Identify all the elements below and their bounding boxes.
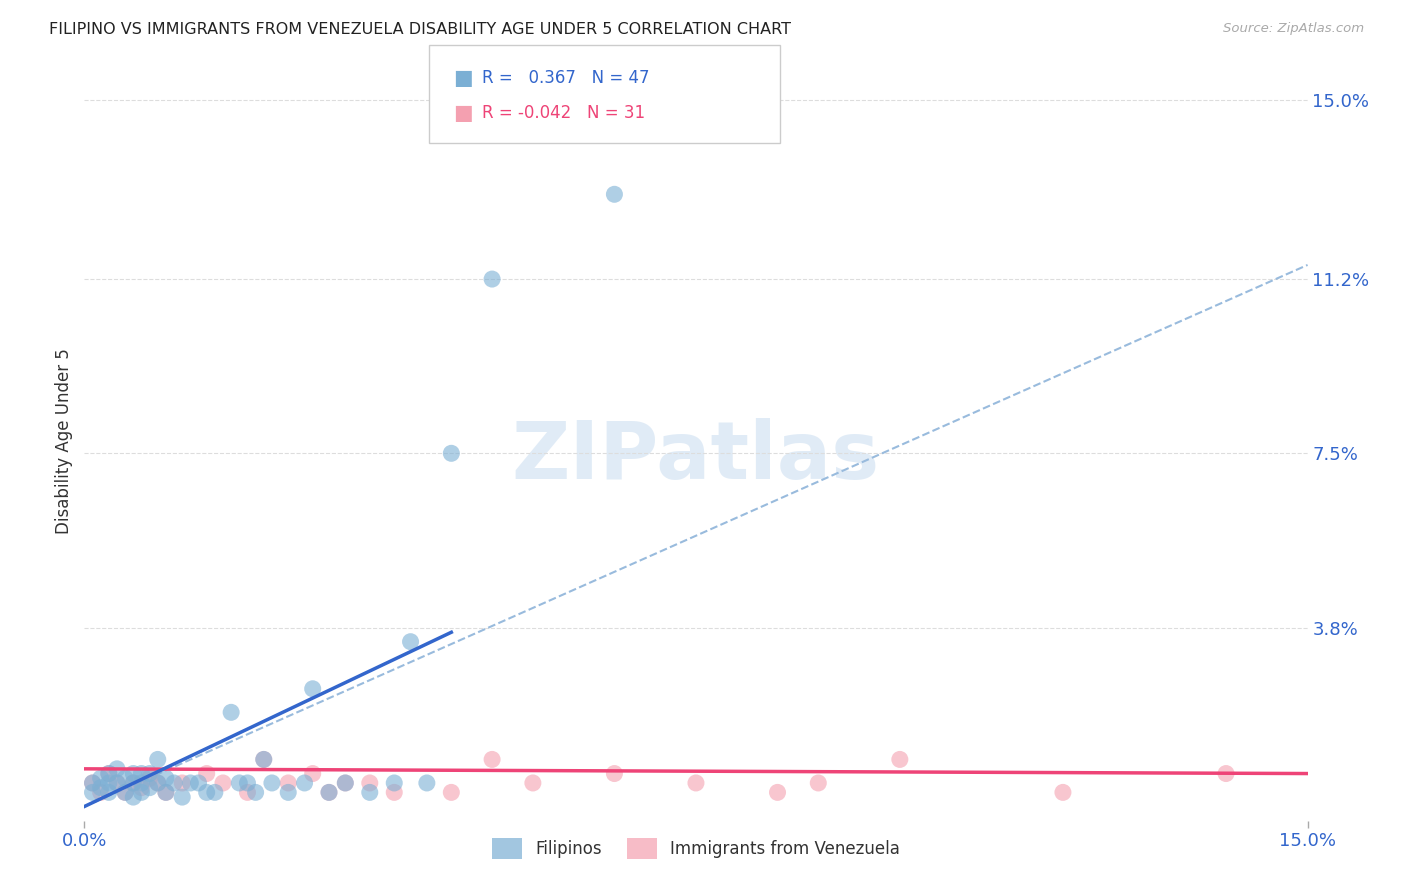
Point [195, 766, 218, 780]
Point [172, 776, 194, 790]
Point [122, 776, 145, 790]
Point [138, 780, 160, 795]
Point [82, 776, 104, 790]
Point [114, 785, 136, 799]
Point [219, 706, 242, 720]
Point [146, 776, 169, 790]
Point [138, 771, 160, 785]
Point [90, 780, 112, 795]
Text: R = -0.042   N = 31: R = -0.042 N = 31 [482, 104, 645, 122]
Point [90, 771, 112, 785]
Point [481, 272, 503, 286]
Point [179, 776, 201, 790]
Text: ■: ■ [453, 68, 472, 87]
Legend: Filipinos, Immigrants from Venezuela: Filipinos, Immigrants from Venezuela [485, 831, 907, 865]
Point [522, 776, 544, 790]
Point [122, 776, 145, 790]
Text: FILIPINO VS IMMIGRANTS FROM VENEZUELA DISABILITY AGE UNDER 5 CORRELATION CHART: FILIPINO VS IMMIGRANTS FROM VENEZUELA DI… [49, 22, 792, 37]
Point [105, 776, 128, 790]
Point [114, 771, 136, 785]
Point [155, 771, 177, 785]
Point [131, 780, 153, 795]
Point [97, 766, 120, 780]
Point [131, 766, 153, 780]
Point [122, 790, 145, 805]
Point [97, 766, 120, 780]
Point [236, 776, 259, 790]
Y-axis label: Disability Age Under 5: Disability Age Under 5 [55, 349, 73, 534]
Point [416, 776, 439, 790]
Point [122, 766, 145, 780]
Point [318, 785, 340, 799]
Point [155, 785, 177, 799]
Point [277, 785, 299, 799]
Point [440, 446, 463, 460]
Text: R =   0.367   N = 47: R = 0.367 N = 47 [482, 69, 650, 87]
Point [82, 785, 104, 799]
Point [685, 776, 707, 790]
Point [253, 752, 276, 766]
Point [163, 776, 186, 790]
Point [399, 634, 422, 648]
Point [335, 776, 357, 790]
Point [603, 187, 626, 202]
Point [294, 776, 316, 790]
Point [97, 776, 120, 790]
Point [318, 785, 340, 799]
Point [90, 785, 112, 799]
Point [131, 785, 153, 799]
Point [146, 752, 169, 766]
Point [481, 752, 503, 766]
Point [245, 785, 267, 799]
Point [204, 785, 226, 799]
Point [138, 766, 160, 780]
Point [603, 766, 626, 780]
Point [382, 776, 405, 790]
Point [228, 776, 250, 790]
Point [155, 785, 177, 799]
Point [807, 776, 830, 790]
Text: Source: ZipAtlas.com: Source: ZipAtlas.com [1223, 22, 1364, 36]
Point [359, 785, 381, 799]
Point [889, 752, 911, 766]
Point [260, 776, 283, 790]
Text: ■: ■ [453, 103, 472, 123]
Point [131, 776, 153, 790]
Point [382, 785, 405, 799]
Point [114, 785, 136, 799]
Point [212, 776, 235, 790]
Point [766, 785, 789, 799]
Point [97, 785, 120, 799]
Point [335, 776, 357, 790]
Point [82, 776, 104, 790]
Point [253, 752, 276, 766]
Point [172, 790, 194, 805]
Text: ZIPatlas: ZIPatlas [512, 417, 880, 496]
Point [440, 785, 463, 799]
Point [1052, 785, 1074, 799]
Point [301, 766, 323, 780]
Point [105, 776, 128, 790]
Point [187, 776, 209, 790]
Point [359, 776, 381, 790]
Point [277, 776, 299, 790]
Point [236, 785, 259, 799]
Point [1215, 766, 1237, 780]
Point [146, 776, 169, 790]
Point [301, 681, 323, 696]
Point [195, 785, 218, 799]
Point [105, 762, 128, 776]
